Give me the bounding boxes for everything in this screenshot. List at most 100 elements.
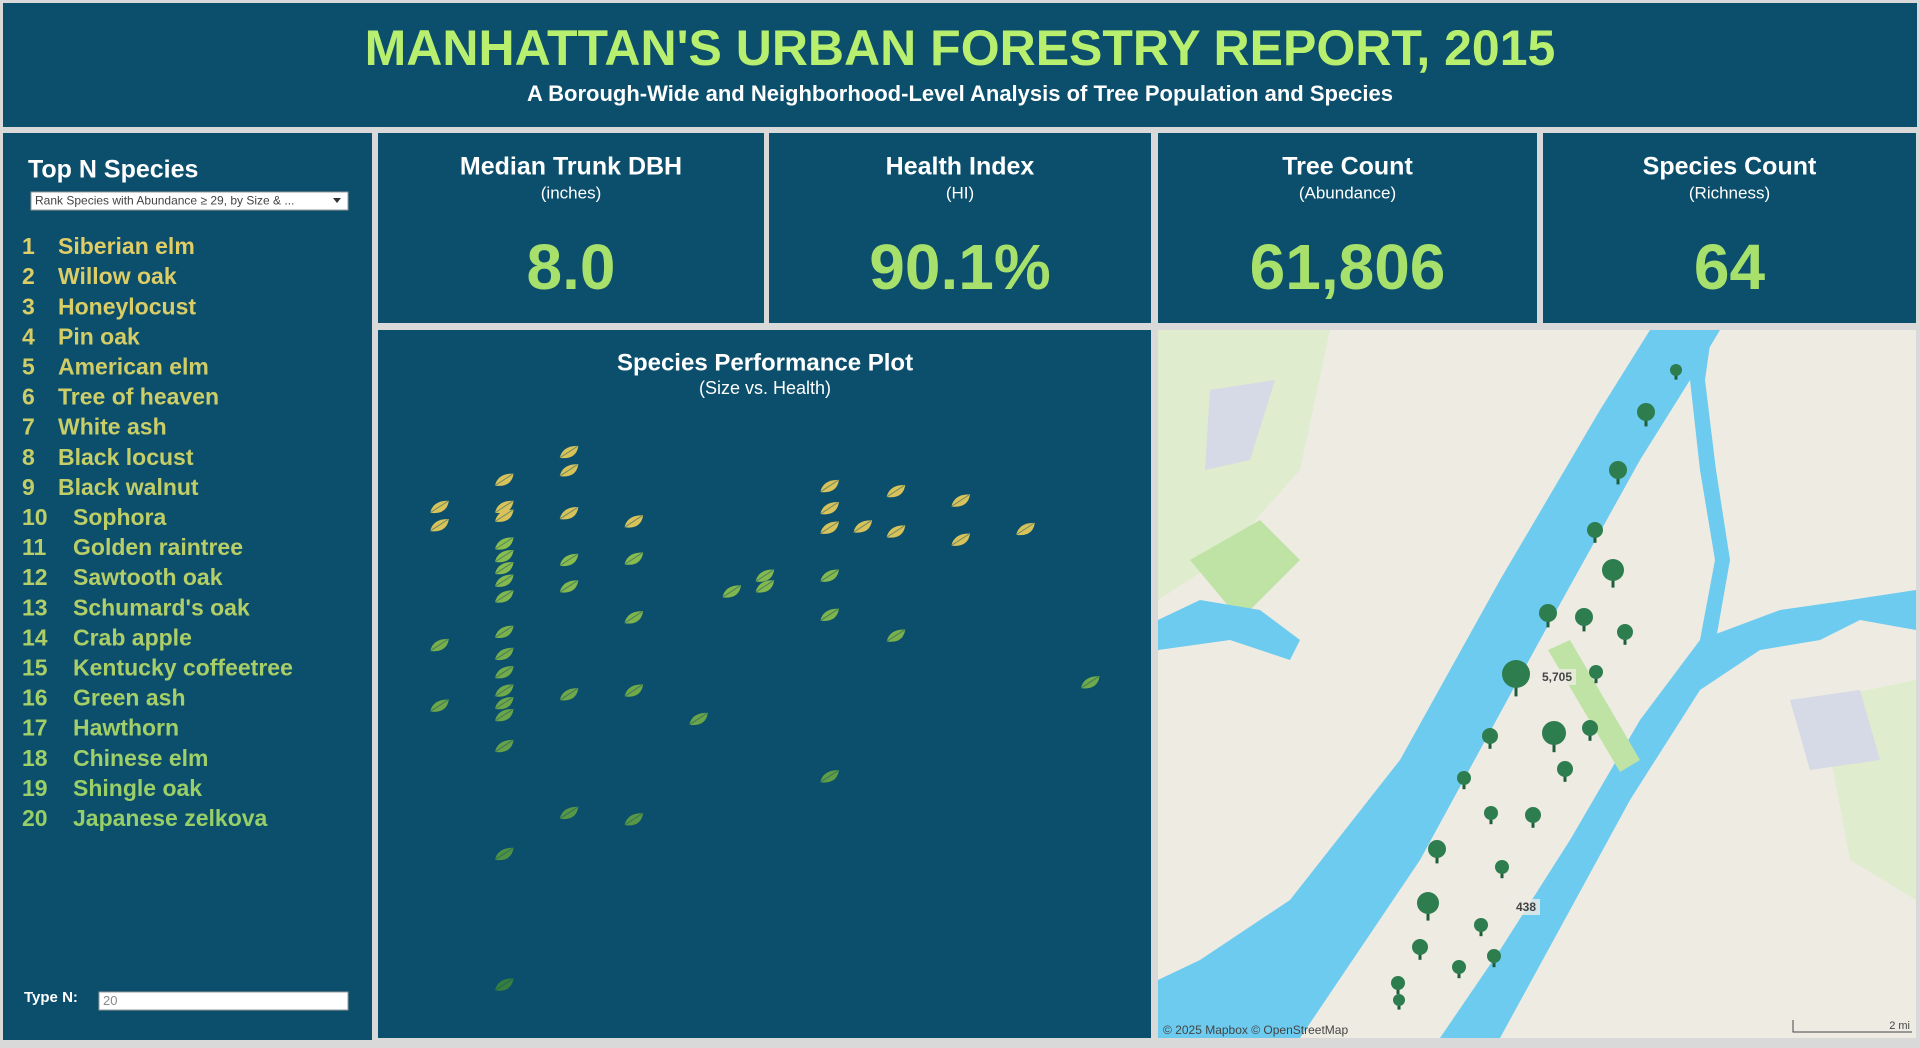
- leaf-vein: [494, 684, 513, 697]
- map-tree-trunk: [1593, 534, 1597, 543]
- leaf-vein: [429, 699, 449, 712]
- sidebar-title: Top N Species: [28, 156, 198, 184]
- map-tree-crown: [1502, 660, 1530, 688]
- leaf-point: [494, 684, 514, 697]
- map-tree-crown: [1617, 624, 1633, 640]
- map-tree-trunk: [1488, 740, 1492, 749]
- map-tree-crown: [1575, 608, 1593, 626]
- map-tree-crown: [1487, 949, 1501, 963]
- dropdown-arrow: [333, 198, 341, 203]
- leaf-vein: [624, 684, 643, 697]
- map-tree-crown: [1484, 806, 1498, 820]
- leaf-point: [951, 494, 971, 507]
- n-input[interactable]: [98, 991, 349, 1011]
- map-tree-trunk: [1582, 622, 1586, 632]
- species-name: Black walnut: [58, 474, 199, 500]
- species-rank: 12: [22, 564, 48, 590]
- species-name: Schumard's oak: [73, 594, 250, 620]
- leaf-vein: [429, 500, 449, 514]
- leaf-vein: [494, 847, 513, 861]
- species-rank: 5: [22, 353, 35, 379]
- species-name: Willow oak: [58, 263, 177, 289]
- species-name: American elm: [58, 353, 209, 379]
- plot-panel: [378, 330, 1151, 1038]
- species-name: Tree of heaven: [58, 384, 219, 410]
- leaf-vein: [494, 647, 513, 661]
- leaf-point: [494, 590, 514, 603]
- species-name: White ash: [58, 414, 167, 440]
- leaf-point: [559, 580, 579, 593]
- map-airport: [1205, 380, 1275, 470]
- map-tree-trunk: [1594, 676, 1598, 684]
- map-attribution: © 2025 Mapbox © OpenStreetMap: [1163, 1023, 1348, 1037]
- leaf-point: [429, 638, 449, 652]
- species-rank: 4: [22, 323, 35, 349]
- leaf-point: [820, 770, 839, 783]
- map-tree-trunk: [1674, 373, 1678, 380]
- kpi-title: Median Trunk DBH: [460, 153, 682, 181]
- kpi-card: [1158, 133, 1537, 323]
- header-panel: [3, 3, 1917, 127]
- species-name: Siberian elm: [58, 233, 195, 259]
- map-tree-trunk: [1623, 636, 1627, 645]
- leaf-vein: [494, 500, 513, 514]
- leaf-point: [559, 507, 579, 520]
- species-rank: 13: [22, 594, 48, 620]
- leaf-vein: [951, 533, 970, 546]
- leaf-point: [494, 847, 514, 861]
- map-tree-trunk: [1531, 819, 1535, 828]
- map-tree-trunk: [1644, 417, 1648, 427]
- map-greenery: [1158, 330, 1330, 600]
- leaf-vein: [494, 473, 513, 487]
- species-name: Pin oak: [58, 323, 140, 349]
- map: 5,705 438 © 2025 Mapbox © OpenStreetMap …: [1158, 330, 1916, 1038]
- map-tree-trunk: [1435, 854, 1439, 864]
- dashboard-title: MANHATTAN'S URBAN FORESTRY REPORT, 2015: [365, 20, 1556, 76]
- species-rank: 16: [22, 685, 48, 711]
- plot-title: Species Performance Plot: [617, 349, 913, 376]
- map-tree-trunk: [1492, 960, 1496, 968]
- species-rank: 18: [22, 745, 48, 771]
- map-tree-trunk: [1462, 782, 1466, 790]
- map-tree-crown: [1602, 559, 1624, 581]
- kpi-row: Median Trunk DBH (inches) 8.0 Health Index (…: [378, 133, 1916, 323]
- kpi-value: 8.0: [527, 231, 616, 303]
- kpi-card: [769, 133, 1151, 323]
- leaf-vein: [494, 696, 513, 710]
- species-name: Black locust: [58, 444, 194, 470]
- kpi-title: Species Count: [1643, 153, 1817, 181]
- leaf-point: [494, 509, 514, 523]
- leaf-vein: [559, 553, 578, 567]
- species-rank: 3: [22, 293, 35, 319]
- leaf-point: [820, 502, 839, 515]
- species-rank: 10: [22, 504, 48, 530]
- map-label-bg: [1512, 899, 1540, 915]
- leaf-vein: [494, 978, 513, 991]
- leaf-point: [494, 537, 514, 550]
- map-tree-crown: [1582, 720, 1598, 736]
- species-name: Chinese elm: [73, 745, 209, 771]
- leaf-point: [820, 521, 839, 535]
- leaf-point: [951, 533, 971, 546]
- leaf-vein: [820, 770, 839, 783]
- dropdown-text: Rank Species with Abundance ≥ 29, by Siz…: [35, 194, 294, 208]
- map-tree-trunk: [1418, 951, 1422, 960]
- leaf-point: [429, 519, 449, 532]
- leaf-point: [494, 978, 514, 991]
- species-name: Kentucky coffeetree: [73, 654, 293, 680]
- kpi-title: Health Index: [886, 153, 1035, 181]
- map-tree-trunk: [1611, 576, 1615, 588]
- dropdown[interactable]: [30, 191, 349, 211]
- kpi-value: 64: [1694, 231, 1766, 303]
- species-rank: 20: [22, 805, 48, 831]
- leaf-point: [820, 608, 839, 622]
- map-tree-crown: [1609, 461, 1627, 479]
- map-tree-crown: [1391, 976, 1405, 990]
- kpi-value: 61,806: [1250, 231, 1446, 303]
- leaf-vein: [559, 507, 578, 520]
- leaf-point: [429, 699, 449, 712]
- leaf-vein: [1080, 676, 1099, 689]
- species-rank: 17: [22, 715, 48, 741]
- leaf-point: [494, 574, 514, 588]
